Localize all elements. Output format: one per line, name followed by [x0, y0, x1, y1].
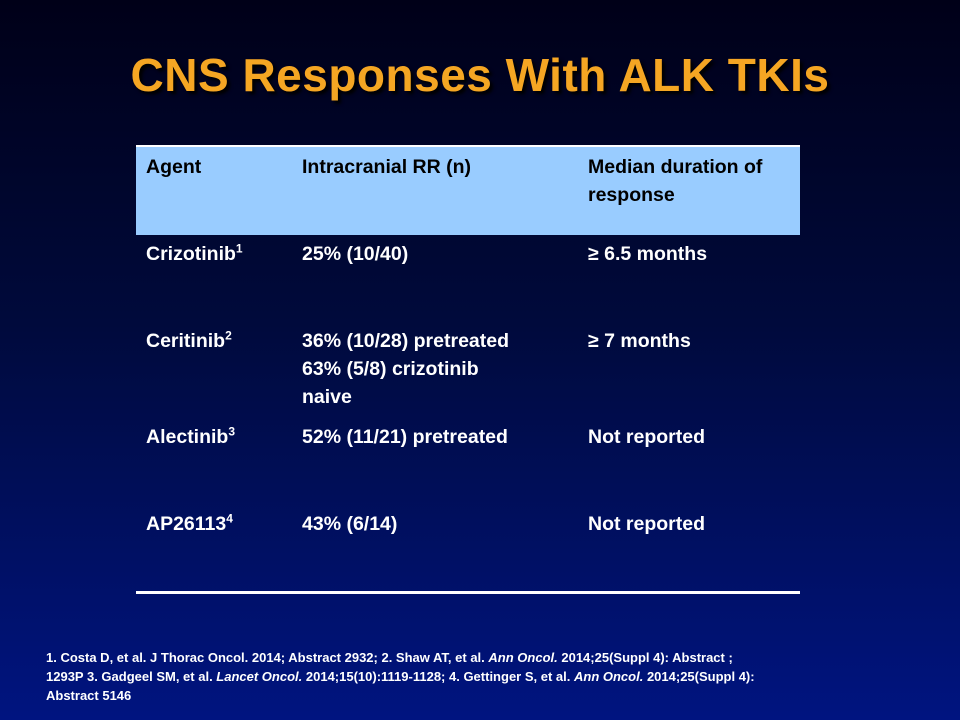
agent-name: Crizotinib — [146, 243, 236, 265]
table-row-rr: 25% (10/40) — [302, 243, 409, 265]
agent-ref: 3 — [228, 424, 236, 439]
agent-name: Alectinib — [146, 426, 229, 448]
references: 1. Costa D, et al. J Thorac Oncol. 2014;… — [46, 648, 926, 705]
table-bottom-rule — [136, 591, 800, 594]
table-row-rr: 52% (11/21) pretreated — [302, 426, 508, 448]
ref-journal: Ann Oncol. — [573, 669, 644, 684]
table-row-duration: Not reported — [588, 513, 705, 535]
table-row-agent: Alectinib3 — [146, 423, 296, 451]
agent-ref: 1 — [235, 241, 243, 256]
header-intracranial-rr: Intracranial RR (n) — [302, 156, 472, 178]
table-row-rr: 36% (10/28) pretreated 63% (5/8) crizoti… — [302, 327, 582, 411]
rr-line: naive — [302, 386, 352, 408]
agent-name: Ceritinib — [146, 330, 226, 352]
reference-line: Abstract 5146 — [46, 688, 132, 703]
table-row-agent: AP261134 — [146, 510, 296, 538]
ref-journal: Lancet Oncol. — [216, 669, 303, 684]
table-row-agent: Ceritinib2 — [146, 327, 296, 355]
ref-text: 2014;25(Suppl 4): Abstract ; — [557, 650, 733, 665]
agent-name: AP26113 — [146, 513, 227, 535]
agent-ref: 4 — [226, 511, 233, 526]
table-row-duration: ≥ 6.5 months — [588, 243, 708, 265]
slide-title: CNS Responses With ALK TKIs — [130, 49, 830, 101]
rr-line: 36% (10/28) pretreated — [302, 330, 510, 352]
header-agent: Agent — [146, 156, 202, 178]
ref-text: 2014;25(Suppl 4): — [643, 669, 755, 684]
agent-ref: 2 — [225, 328, 232, 343]
table-row-duration: ≥ 7 months — [588, 330, 691, 352]
table-row-duration: Not reported — [588, 426, 705, 448]
reference-line: 1. Costa D, et al. J Thorac Oncol. 2014;… — [46, 648, 926, 667]
table-row-agent: Crizotinib1 — [146, 240, 296, 268]
ref-text: 1293P 3. Gadgeel SM, et al. — [46, 669, 217, 684]
rr-line: 63% (5/8) crizotinib — [302, 358, 479, 380]
ref-text: 2014;15(10):1119-1128; 4. Gettinger S, e… — [302, 669, 574, 684]
table-row-rr: 43% (6/14) — [302, 513, 398, 535]
header-median-duration: Median duration of response — [588, 156, 763, 206]
ref-text: 1. Costa D, et al. J Thorac Oncol. 2014;… — [46, 650, 489, 665]
ref-journal: Ann Oncol. — [488, 650, 558, 665]
table-header-row: Agent Intracranial RR (n) Median duratio… — [136, 145, 800, 235]
reference-line: 1293P 3. Gadgeel SM, et al. Lancet Oncol… — [46, 667, 926, 686]
